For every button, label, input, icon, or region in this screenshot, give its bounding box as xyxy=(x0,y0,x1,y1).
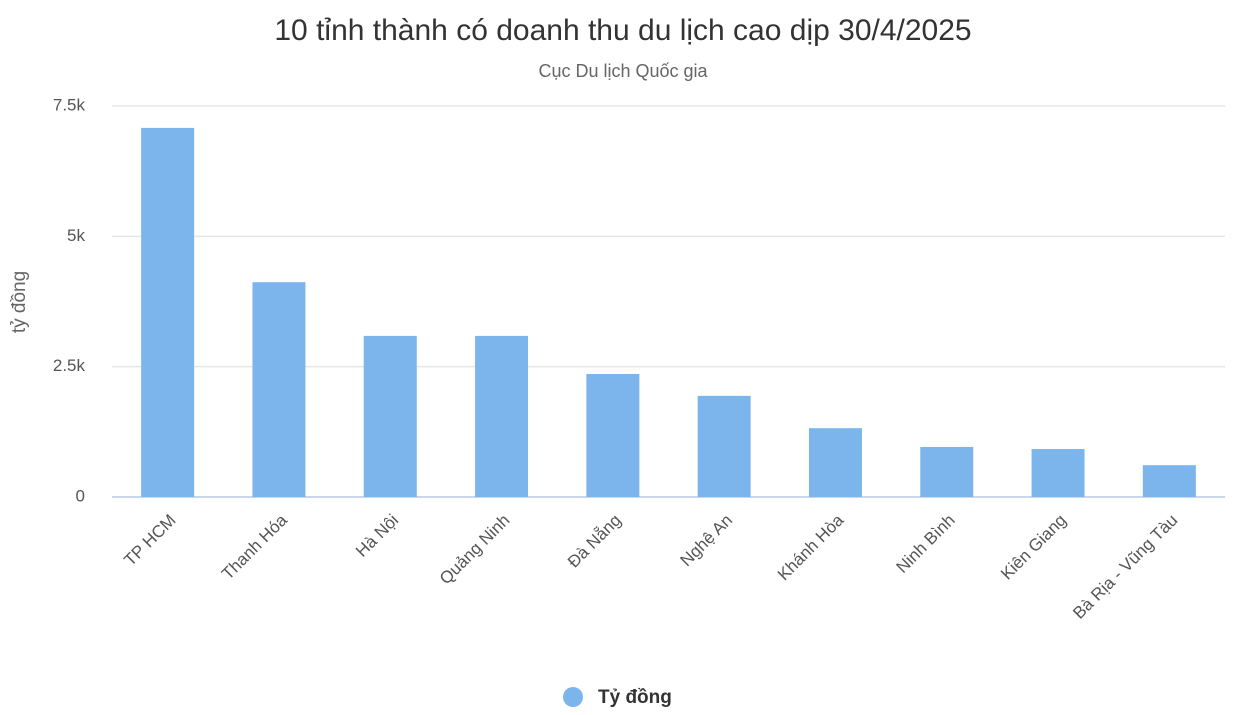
bar xyxy=(808,428,862,497)
chart-title: 10 tỉnh thành có doanh thu du lịch cao d… xyxy=(274,14,971,47)
x-tick-label: Kiên Giang xyxy=(997,511,1070,584)
bar xyxy=(586,373,640,497)
y-tick-label: 2.5k xyxy=(53,356,86,375)
y-tick-label: 5k xyxy=(67,226,85,245)
x-tick-label: Hà Nội xyxy=(352,511,402,561)
x-tick-label: Khánh Hòa xyxy=(774,510,848,584)
bar xyxy=(363,335,417,497)
chart-subtitle: Cục Du lịch Quốc gia xyxy=(538,61,708,81)
legend-swatch xyxy=(563,687,583,707)
y-tick-label: 7.5k xyxy=(53,95,86,114)
x-tick-label: Nghệ An xyxy=(677,511,737,571)
bar xyxy=(141,127,195,498)
x-tick-label: Thanh Hóa xyxy=(218,510,291,583)
bar xyxy=(475,335,529,497)
x-tick-label: Quảng Ninh xyxy=(436,511,514,589)
bar xyxy=(920,446,974,497)
legend-label: Tỷ đồng xyxy=(598,687,672,708)
y-tick-label: 0 xyxy=(76,486,85,505)
x-tick-label: Đà Nẵng xyxy=(564,511,625,572)
bar xyxy=(1031,449,1085,497)
x-tick-label: Bà Rịa - Vũng Tàu xyxy=(1069,511,1181,623)
bar xyxy=(252,282,306,497)
x-tick-label: TP HCM xyxy=(120,511,179,570)
x-tick-label: Ninh Bình xyxy=(893,511,959,577)
bar xyxy=(1142,465,1196,497)
bar xyxy=(697,395,751,497)
y-axis-title: tỷ đồng xyxy=(9,271,30,333)
